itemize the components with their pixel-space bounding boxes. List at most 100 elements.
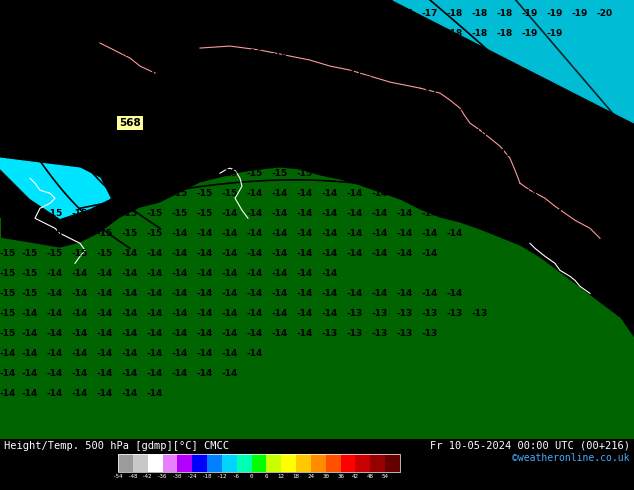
- Bar: [356, 454, 370, 472]
- Text: -14: -14: [222, 349, 238, 358]
- Text: -15: -15: [122, 209, 138, 218]
- Text: -14: -14: [72, 389, 88, 398]
- Text: -15: -15: [72, 109, 88, 118]
- Text: -14: -14: [397, 209, 413, 218]
- Text: 0: 0: [250, 474, 254, 479]
- Text: -14: -14: [72, 309, 88, 318]
- Text: -14: -14: [372, 229, 388, 238]
- Text: -14: -14: [497, 209, 513, 218]
- Text: -14: -14: [422, 289, 438, 298]
- Text: -15: -15: [347, 129, 363, 138]
- Text: -15: -15: [72, 229, 88, 238]
- Text: -14: -14: [447, 189, 463, 198]
- Text: -16: -16: [0, 148, 16, 158]
- Text: -17: -17: [147, 8, 163, 18]
- Text: -15: -15: [147, 209, 163, 218]
- Text: -14: -14: [122, 269, 138, 278]
- Text: -14: -14: [147, 349, 163, 358]
- Text: -14: -14: [197, 249, 213, 258]
- Text: -14: -14: [0, 369, 16, 378]
- Text: -14: -14: [397, 189, 413, 198]
- Text: -19: -19: [522, 8, 538, 18]
- Text: -14: -14: [472, 189, 488, 198]
- Text: -16: -16: [247, 89, 263, 98]
- Text: -6: -6: [233, 474, 240, 479]
- Text: -15: -15: [247, 169, 263, 178]
- Text: -14: -14: [47, 289, 63, 298]
- Text: -18: -18: [472, 28, 488, 38]
- Text: -17: -17: [397, 28, 413, 38]
- Text: -16: -16: [97, 69, 113, 77]
- Text: -19: -19: [522, 28, 538, 38]
- Text: -17: -17: [347, 8, 363, 18]
- Text: -17: -17: [372, 69, 388, 77]
- Text: -16: -16: [22, 109, 38, 118]
- Text: -16: -16: [222, 69, 238, 77]
- Text: -14: -14: [247, 329, 263, 338]
- Text: 42: 42: [352, 474, 359, 479]
- Text: -19: -19: [572, 8, 588, 18]
- Text: -14: -14: [422, 189, 438, 198]
- Text: -16: -16: [122, 28, 138, 38]
- Text: -14: -14: [122, 369, 138, 378]
- Text: -15: -15: [122, 129, 138, 138]
- Text: -15: -15: [222, 169, 238, 178]
- Text: -17: -17: [322, 49, 338, 57]
- Text: -14: -14: [347, 289, 363, 298]
- Text: 48: 48: [367, 474, 374, 479]
- Text: -14: -14: [372, 169, 388, 178]
- Text: -16: -16: [147, 49, 163, 57]
- Text: -15: -15: [272, 169, 288, 178]
- Text: -16: -16: [0, 129, 16, 138]
- Bar: [340, 454, 356, 472]
- Text: -17: -17: [297, 8, 313, 18]
- Text: -14: -14: [347, 189, 363, 198]
- Text: -20: -20: [597, 8, 613, 18]
- Text: -15: -15: [122, 89, 138, 98]
- Text: -14: -14: [47, 309, 63, 318]
- Text: -16: -16: [272, 28, 288, 38]
- Text: -15: -15: [297, 109, 313, 118]
- Text: -15: -15: [272, 129, 288, 138]
- Text: -15: -15: [22, 249, 38, 258]
- Text: -14: -14: [147, 289, 163, 298]
- Text: -15: -15: [197, 209, 213, 218]
- Text: -14: -14: [572, 169, 588, 178]
- Text: -14: -14: [447, 229, 463, 238]
- Text: -17: -17: [347, 49, 363, 57]
- Text: -16: -16: [122, 49, 138, 57]
- Text: -15: -15: [372, 109, 388, 118]
- Text: -15: -15: [222, 189, 238, 198]
- Text: -14: -14: [297, 249, 313, 258]
- Text: -14: -14: [97, 309, 113, 318]
- Text: -16: -16: [197, 28, 213, 38]
- Text: -14: -14: [422, 209, 438, 218]
- Text: 54: 54: [382, 474, 389, 479]
- Text: -15: -15: [422, 148, 438, 158]
- Text: -14: -14: [322, 249, 338, 258]
- Text: -14: -14: [47, 349, 63, 358]
- Text: -16: -16: [197, 69, 213, 77]
- Text: -15: -15: [422, 129, 438, 138]
- Text: -13: -13: [372, 329, 388, 338]
- Text: -14: -14: [297, 309, 313, 318]
- Text: -17: -17: [22, 8, 38, 18]
- Text: -14: -14: [372, 289, 388, 298]
- Text: -15: -15: [72, 209, 88, 218]
- Text: Height/Temp. 500 hPa [gdmp][°C] CMCC: Height/Temp. 500 hPa [gdmp][°C] CMCC: [4, 441, 229, 450]
- Text: -14: -14: [272, 269, 288, 278]
- Text: -14: -14: [397, 169, 413, 178]
- Text: 568: 568: [119, 118, 141, 128]
- Text: -14: -14: [122, 289, 138, 298]
- Text: -15: -15: [147, 109, 163, 118]
- Text: 30: 30: [322, 474, 329, 479]
- Text: -14: -14: [272, 329, 288, 338]
- Text: -14: -14: [297, 229, 313, 238]
- Text: -14: -14: [172, 369, 188, 378]
- Text: -16: -16: [272, 69, 288, 77]
- Text: -17: -17: [22, 28, 38, 38]
- Text: -15: -15: [297, 148, 313, 158]
- Text: -15: -15: [447, 148, 463, 158]
- Text: -15: -15: [147, 129, 163, 138]
- Bar: [192, 454, 207, 472]
